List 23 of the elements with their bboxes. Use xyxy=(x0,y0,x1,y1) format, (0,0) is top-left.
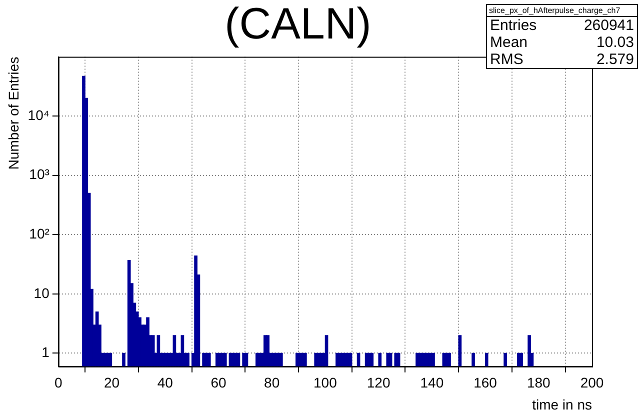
x-tick-label: 140 xyxy=(420,374,444,391)
text: slice_px_of_hAfterpulse_charge_ch7 xyxy=(487,5,637,17)
y-axis-title: Number of Entries xyxy=(5,56,22,170)
x-tick-label: 0 xyxy=(54,374,62,391)
x-axis-title: time in ns xyxy=(532,396,592,412)
y-tick-label: 10² xyxy=(29,226,50,242)
text: RMS 2.579 xyxy=(490,51,634,68)
text: Entries 260941 xyxy=(490,17,634,34)
x-tick-label: 60 xyxy=(210,374,226,391)
x-tick-label: 160 xyxy=(474,374,498,391)
x-tick-label: 200 xyxy=(580,374,604,391)
x-tick-label: 180 xyxy=(526,374,551,391)
text: Mean 10.03 xyxy=(490,34,634,51)
x-tick-label: 20 xyxy=(104,374,120,391)
x-tick-label: 120 xyxy=(366,374,390,391)
x-tick-label: 80 xyxy=(264,374,280,391)
y-tick-label: 1 xyxy=(42,344,50,360)
y-tick-label: 10 xyxy=(34,284,50,301)
x-tick-label: 40 xyxy=(157,374,174,391)
chart-title: (CALN) xyxy=(224,0,372,49)
y-tick-label: 10⁴ xyxy=(28,106,50,123)
y-tick-label: 10³ xyxy=(29,166,50,182)
x-tick-label: 100 xyxy=(314,374,338,391)
